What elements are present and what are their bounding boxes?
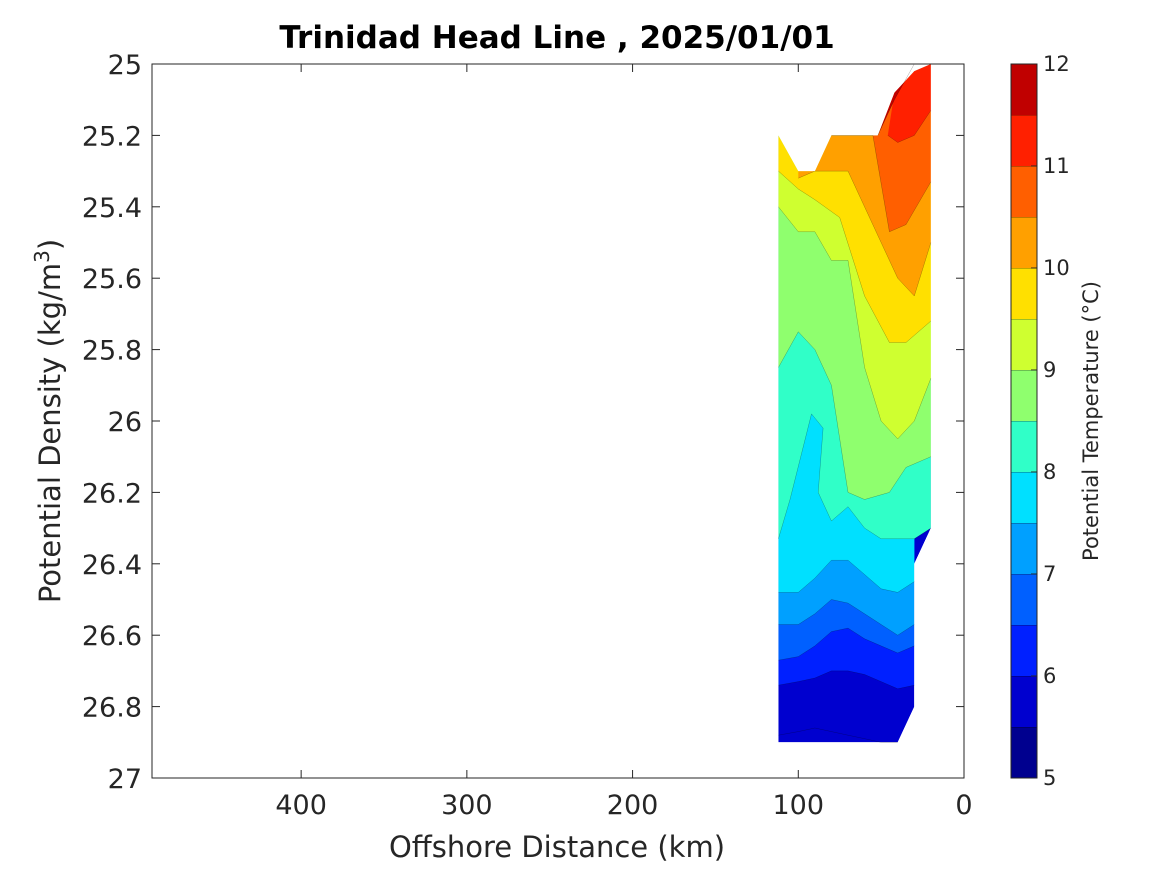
colorbar-band [1011,472,1037,523]
isoline-9.5 [778,170,932,343]
colorbar-frame [1010,63,1038,779]
y-tick-label: 26.6 [82,621,142,652]
y-tick-label: 26 [108,407,142,438]
colorbar-band [1011,727,1037,778]
y-tick-label: 27 [108,764,142,795]
colorbar: 5 6 7 8 9 10 11 12 [1010,52,1070,790]
colorbar-tick-label: 11 [1043,154,1070,178]
mask-above-domain [778,64,964,172]
y-tick-label: 26.2 [82,478,142,509]
y-axis-label-main: Potential Density (kg/m [33,263,67,603]
y-tick-label: 26.4 [82,550,142,581]
colorbar-label: Potential Temperature (°C) [1079,281,1103,561]
colorbar-band [1011,319,1037,370]
y-tick-label: 25 [108,50,142,81]
y-axis-label-superscript: 3 [30,250,54,263]
x-axis: 400 300 200 100 0 [275,64,973,821]
y-axis-label-end: ) [33,239,67,250]
isoline-7.5 [778,559,915,593]
colorbar-tick-label: 7 [1043,562,1056,586]
chart-title: Trinidad Head Line , 2025/01/01 [279,20,834,56]
x-tick-label: 200 [607,790,659,821]
isoline-10 [798,170,932,297]
isoline-5.5 [778,727,898,743]
y-tick-label: 25.8 [82,336,142,367]
colorbar-band [1011,166,1037,217]
contour-fills [152,64,964,778]
colorbar-band [1011,421,1037,472]
y-tick-label: 25.4 [82,193,142,224]
colorbar-tick-label: 10 [1043,256,1070,280]
y-tick-label: 25.6 [82,264,142,295]
plot-area: 400 300 200 100 0 25 25.2 25.4 25.6 25.8 26 26.2 26… [82,50,973,821]
y-axis-label: Potential Density (kg/m3) [30,239,67,603]
y-tick-label: 26.8 [82,693,142,724]
isoline-8 [778,413,932,540]
x-tick-label: 100 [773,790,825,821]
contour-band-11 [887,64,931,143]
colorbar-band [1011,523,1037,574]
colorbar-tick-label: 6 [1043,664,1056,688]
colorbar-band [1011,115,1037,166]
isoline-6.5 [778,627,915,661]
colorbar-band [1011,676,1037,727]
x-tick-label: 0 [955,790,972,821]
colorbar-tick-label: 12 [1043,52,1070,76]
isoline-6 [778,670,915,690]
colorbar-band [1011,625,1037,676]
isoline-10.5 [831,135,932,233]
x-axis-label: Offshore Distance (km) [389,830,725,864]
mask-west-of-domain [152,64,779,778]
isoline-11 [887,110,932,143]
colorbar-tick-label: 5 [1043,766,1056,790]
isoline-7 [778,599,915,636]
colorbar-band [1011,574,1037,625]
colorbar-band [1011,370,1037,421]
y-axis: 25 25.2 25.4 25.6 25.8 26 26.2 26.4 26.6 26.8 27 [82,50,964,795]
x-tick-label: 300 [441,790,493,821]
colorbar-band [1011,217,1037,268]
isoline-8.5 [778,331,931,500]
isoline-9 [778,206,932,440]
y-tick-label: 25.2 [82,121,142,152]
contour-isolines [778,63,932,743]
x-tick-label: 400 [275,790,327,821]
colorbar-band [1011,268,1037,319]
colorbar-band [1011,64,1037,115]
colorbar-tick-label: 9 [1043,358,1056,382]
colorbar-tick-label: 8 [1043,460,1056,484]
